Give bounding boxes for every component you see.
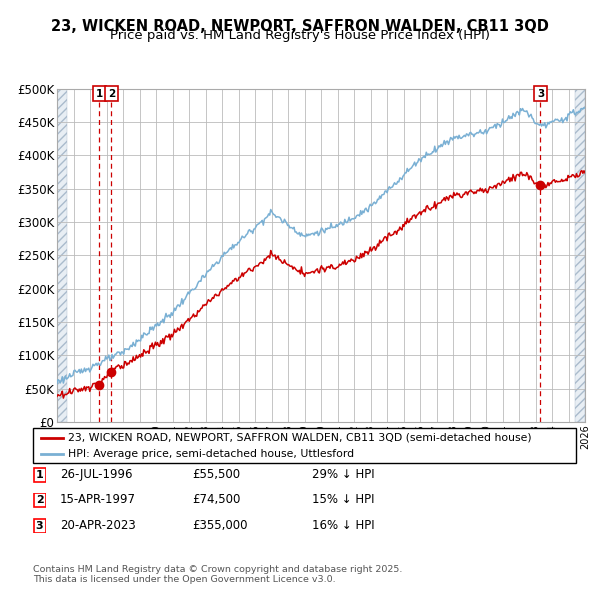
Text: Contains HM Land Registry data © Crown copyright and database right 2025.
This d: Contains HM Land Registry data © Crown c… <box>33 565 403 584</box>
Text: 26-JUL-1996: 26-JUL-1996 <box>60 468 133 481</box>
Text: 2: 2 <box>36 496 43 505</box>
Bar <box>575 88 585 422</box>
Text: 2: 2 <box>107 88 115 99</box>
Text: £55,500: £55,500 <box>192 468 240 481</box>
Bar <box>57 88 67 422</box>
Text: 3: 3 <box>36 521 43 530</box>
Text: 16% ↓ HPI: 16% ↓ HPI <box>312 519 374 532</box>
Text: 23, WICKEN ROAD, NEWPORT, SAFFRON WALDEN, CB11 3QD: 23, WICKEN ROAD, NEWPORT, SAFFRON WALDEN… <box>51 19 549 34</box>
Text: 3: 3 <box>537 88 544 99</box>
Text: 23, WICKEN ROAD, NEWPORT, SAFFRON WALDEN, CB11 3QD (semi-detached house): 23, WICKEN ROAD, NEWPORT, SAFFRON WALDEN… <box>68 432 532 442</box>
Text: £355,000: £355,000 <box>192 519 248 532</box>
Text: 15% ↓ HPI: 15% ↓ HPI <box>312 493 374 506</box>
Text: 1: 1 <box>96 88 103 99</box>
Text: HPI: Average price, semi-detached house, Uttlesford: HPI: Average price, semi-detached house,… <box>68 450 355 459</box>
Text: 15-APR-1997: 15-APR-1997 <box>60 493 136 506</box>
Text: £74,500: £74,500 <box>192 493 241 506</box>
Text: 1: 1 <box>36 470 43 480</box>
Text: 20-APR-2023: 20-APR-2023 <box>60 519 136 532</box>
Text: Price paid vs. HM Land Registry's House Price Index (HPI): Price paid vs. HM Land Registry's House … <box>110 30 490 42</box>
Text: 29% ↓ HPI: 29% ↓ HPI <box>312 468 374 481</box>
